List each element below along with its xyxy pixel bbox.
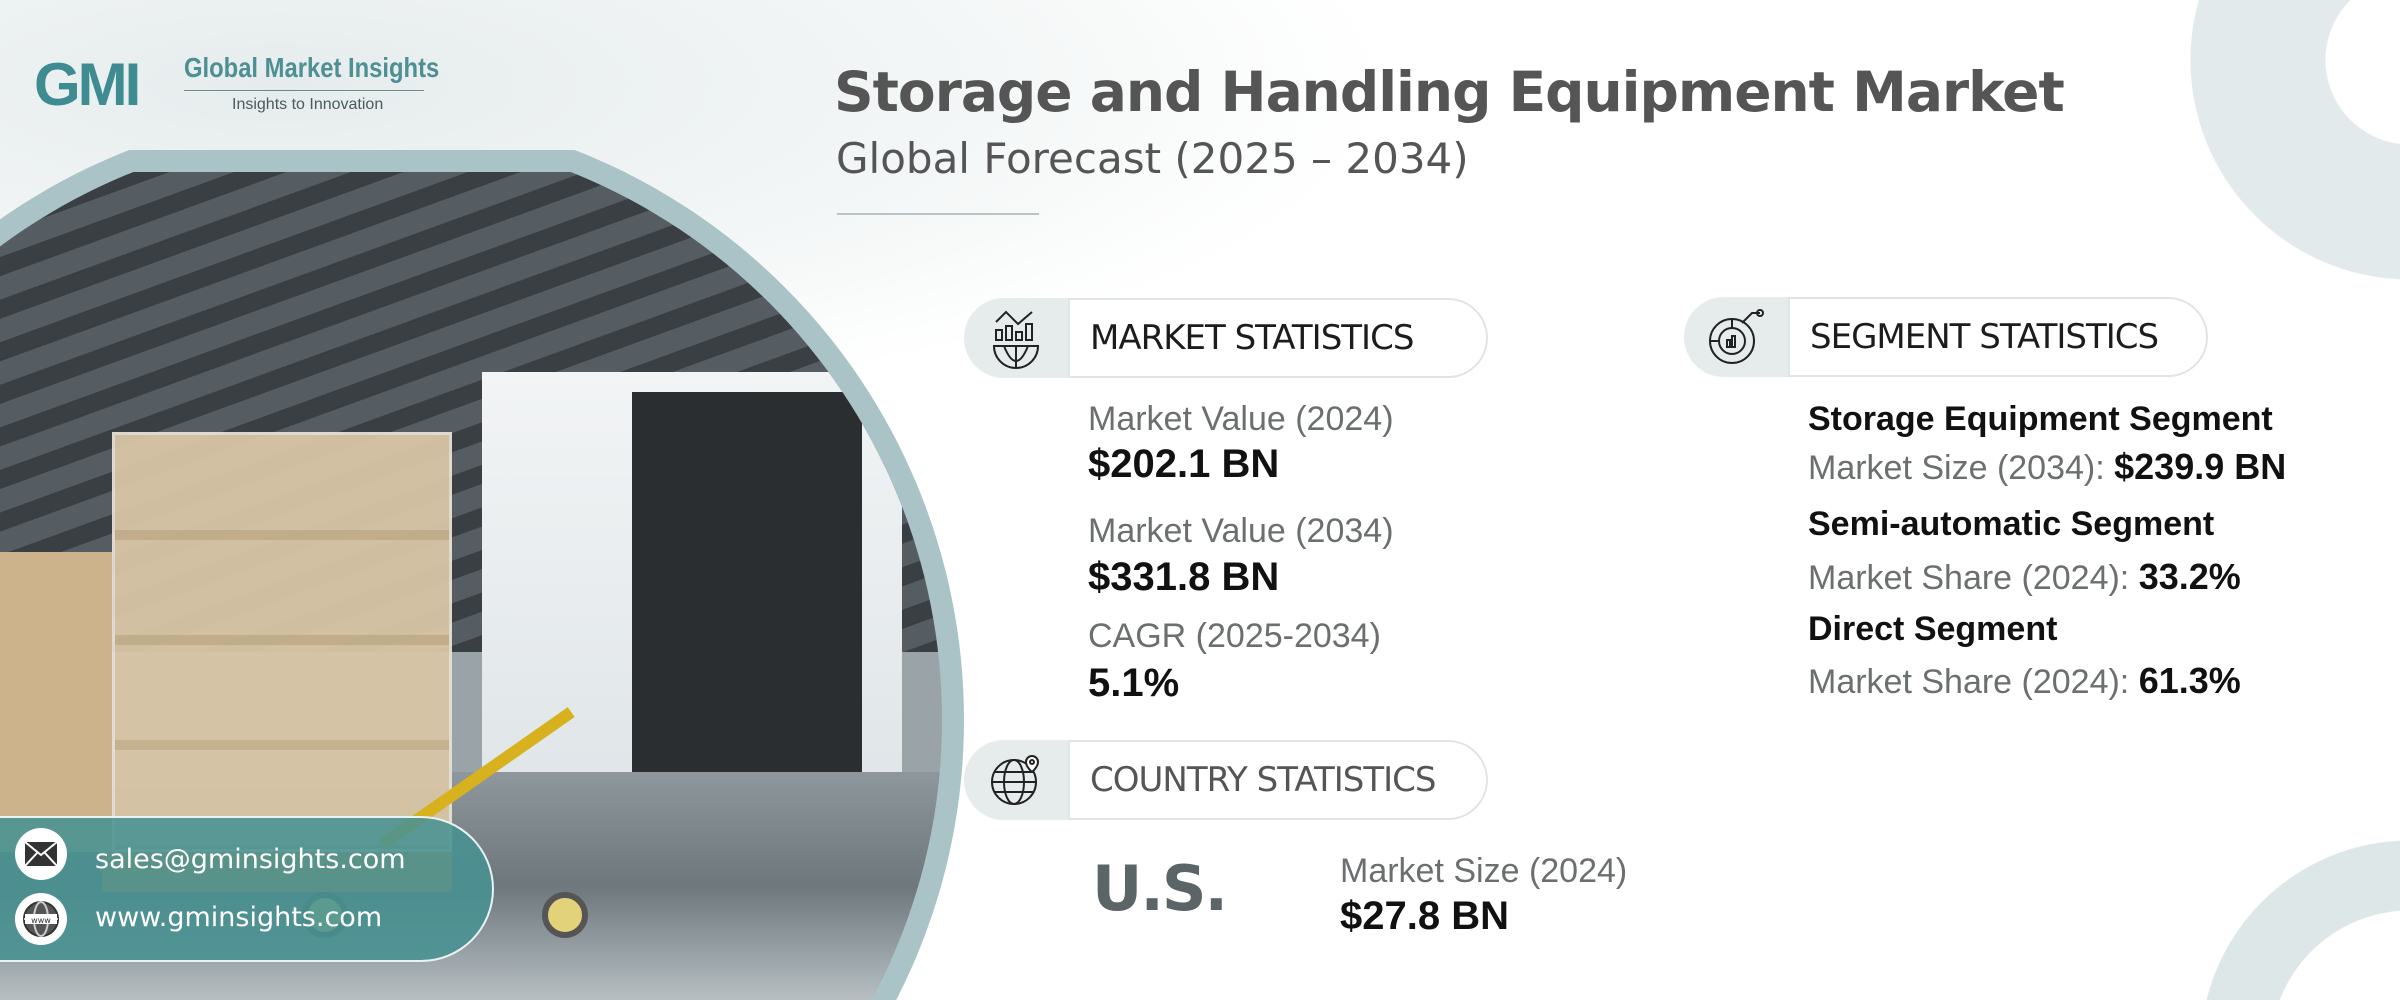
segment-metric: Market Size (2034): $239.9 BN — [1808, 446, 2286, 488]
segment-metric: Market Share (2024): 61.3% — [1808, 660, 2241, 702]
chart-globe-icon — [964, 298, 1068, 378]
decorative-circle — [2150, 0, 2400, 280]
stat-label: Market Value (2034) — [1088, 512, 1394, 550]
email-link[interactable]: sales@gminsights.com — [95, 844, 406, 875]
segment-value: $239.9 BN — [2114, 446, 2287, 487]
decorative-arc — [2160, 820, 2400, 1000]
stat-value: 5.1% — [1088, 661, 1180, 705]
market-statistics-header: MARKET STATISTICS — [964, 298, 1488, 378]
country-statistics-heading: COUNTRY STATISTICS — [1068, 740, 1488, 820]
segment-name: Storage Equipment Segment — [1808, 400, 2273, 438]
segment-label: Market Share (2024): — [1808, 559, 2130, 597]
segment-value: 33.2% — [2138, 556, 2241, 597]
segment-name: Semi-automatic Segment — [1808, 505, 2215, 543]
page-title: Storage and Handling Equipment Market — [834, 60, 2065, 124]
website-link[interactable]: www.gminsights.com — [95, 902, 383, 933]
market-statistics-heading: MARKET STATISTICS — [1068, 298, 1488, 378]
segment-metric: Market Share (2024): 33.2% — [1808, 556, 2241, 598]
logo-name: Global Market Insights — [184, 52, 440, 83]
country-value: $27.8 BN — [1340, 894, 1509, 938]
globe-pin-icon — [964, 740, 1068, 820]
pie-chart-icon — [1684, 297, 1788, 377]
email-icon — [15, 828, 67, 880]
segment-label: Market Share (2024): — [1808, 663, 2130, 701]
country-label: Market Size (2024) — [1340, 852, 1628, 890]
logo: GMI Global Market Insights Insights to I… — [34, 50, 439, 120]
segment-statistics-heading: SEGMENT STATISTICS — [1788, 297, 2208, 377]
logo-mark: GMI — [34, 51, 141, 118]
segment-name: Direct Segment — [1808, 610, 2058, 648]
segment-label: Market Size (2034): — [1808, 449, 2105, 487]
divider — [837, 213, 1039, 215]
stat-label: CAGR (2025-2034) — [1088, 617, 1381, 655]
logo-tagline: Insights to Innovation — [232, 96, 384, 113]
country-name: U.S. — [1092, 852, 1228, 925]
svg-text:www: www — [31, 916, 51, 925]
stat-value: $331.8 BN — [1088, 555, 1280, 599]
country-statistics-header: COUNTRY STATISTICS — [964, 740, 1488, 820]
page-subtitle: Global Forecast (2025 – 2034) — [836, 134, 1469, 183]
segment-value: 61.3% — [2138, 660, 2241, 701]
website-globe-icon: www — [15, 893, 67, 945]
segment-statistics-header: SEGMENT STATISTICS — [1684, 297, 2208, 377]
contact-panel: sales@gminsights.com www www.gminsights.… — [0, 816, 494, 962]
stat-value: $202.1 BN — [1088, 442, 1280, 486]
stat-label: Market Value (2024) — [1088, 400, 1394, 438]
